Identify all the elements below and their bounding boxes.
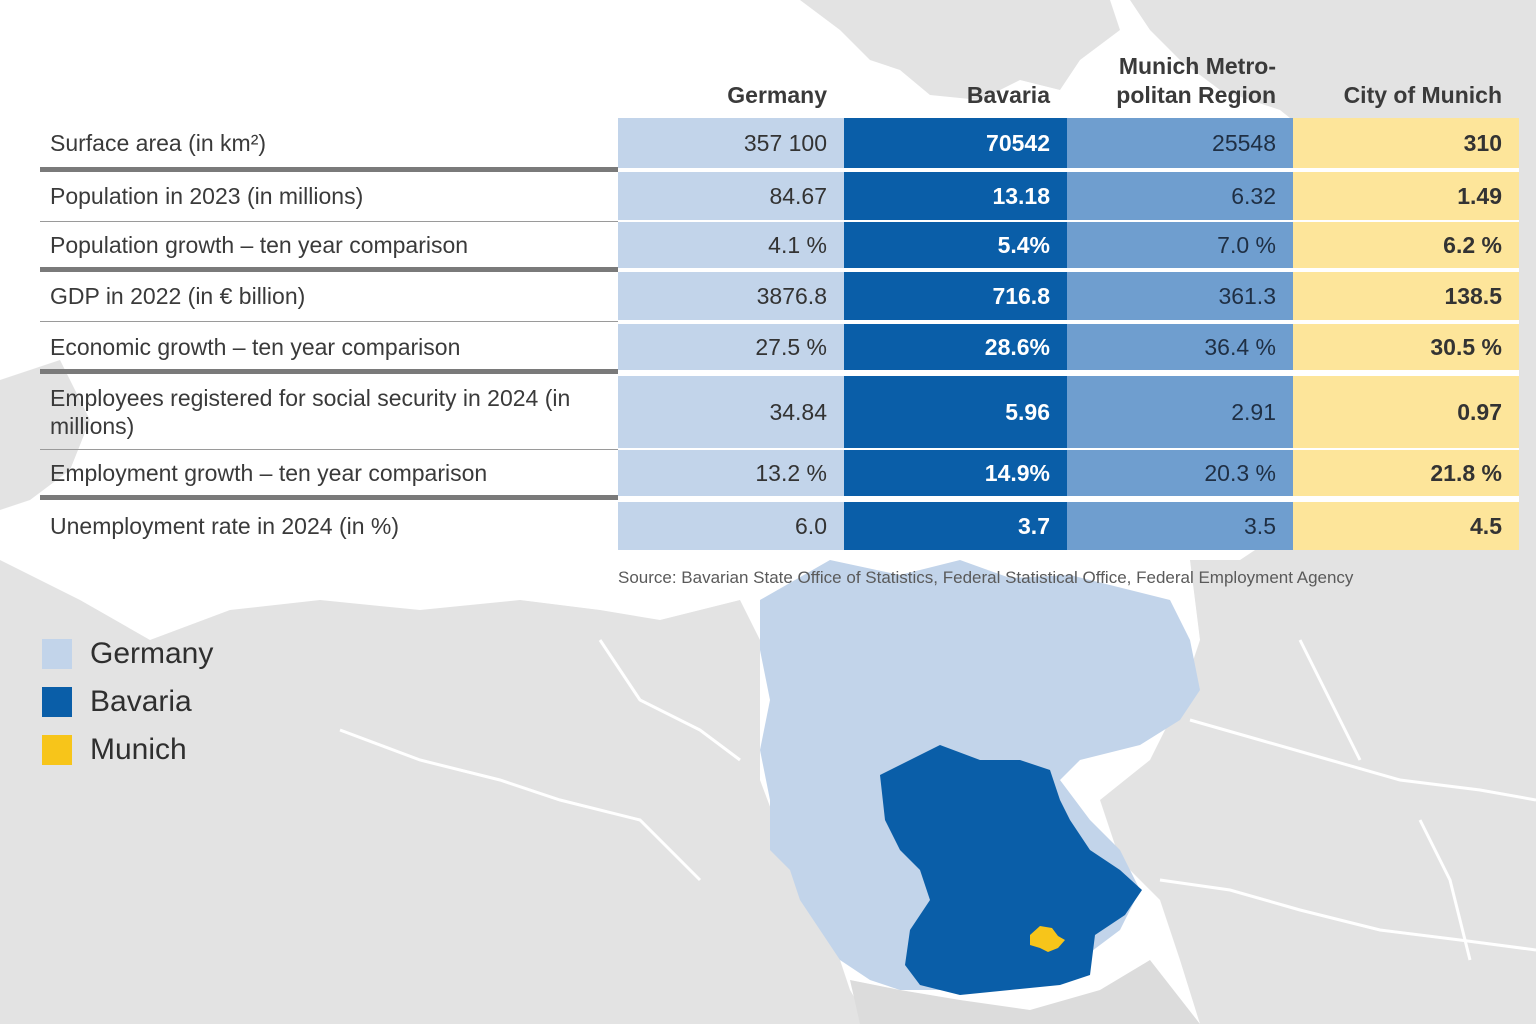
- land-scandinavia: [800, 0, 1120, 100]
- cell-metro-region: 3.5: [1067, 502, 1293, 550]
- land-south: [850, 960, 1200, 1024]
- cell-metro-region: 2.91: [1067, 376, 1293, 448]
- cell-germany: 3876.8: [618, 272, 844, 320]
- cell-germany: 6.0: [618, 502, 844, 550]
- row-label: Employees registered for social security…: [50, 385, 571, 439]
- row-gap: [618, 370, 1519, 376]
- row-separator: [40, 449, 618, 450]
- cell-city-of-munich: 0.97: [1293, 376, 1519, 448]
- row-separator: [40, 321, 618, 322]
- cell-city-of-munich: 6.2 %: [1293, 222, 1519, 268]
- cell-germany: 27.5 %: [618, 324, 844, 370]
- legend-item-munich: Munich: [42, 733, 187, 767]
- cell-city-of-munich: 21.8 %: [1293, 450, 1519, 496]
- row-label: Population in 2023 (in millions): [50, 183, 364, 209]
- cell-city-of-munich: 30.5 %: [1293, 324, 1519, 370]
- row-separator: [40, 369, 618, 374]
- row-separator: [40, 221, 618, 222]
- row-gap: [618, 448, 1519, 450]
- cell-bavaria: 716.8: [844, 272, 1067, 320]
- row-label: Unemployment rate in 2024 (in %): [50, 513, 399, 539]
- legend-item-germany: Germany: [42, 637, 213, 671]
- cell-metro-region: 25548: [1067, 118, 1293, 168]
- row-label: Population growth – ten year comparison: [50, 232, 469, 258]
- column-header-city-of-munich: City of Munich: [1343, 82, 1502, 108]
- row-separator: [40, 495, 618, 500]
- cell-metro-region: 20.3 %: [1067, 450, 1293, 496]
- cell-metro-region: 7.0 %: [1067, 222, 1293, 268]
- cell-metro-region: 6.32: [1067, 172, 1293, 220]
- cell-city-of-munich: 138.5: [1293, 272, 1519, 320]
- cell-germany: 4.1 %: [618, 222, 844, 268]
- row-gap: [618, 168, 1519, 172]
- cell-bavaria: 13.18: [844, 172, 1067, 220]
- row-gap: [618, 268, 1519, 272]
- row-gap: [618, 496, 1519, 502]
- cell-bavaria: 70542: [844, 118, 1067, 168]
- cell-germany: 84.67: [618, 172, 844, 220]
- cell-bavaria: 5.4%: [844, 222, 1067, 268]
- map-munich: [1030, 926, 1065, 952]
- cell-bavaria: 14.9%: [844, 450, 1067, 496]
- row-separator: [40, 167, 618, 172]
- row-gap: [618, 320, 1519, 324]
- row-separator: [40, 267, 618, 272]
- row-label: Economic growth – ten year comparison: [50, 334, 461, 360]
- row-gap: [618, 220, 1519, 222]
- row-label: Surface area (in km²): [50, 130, 267, 156]
- row-label: GDP in 2022 (in € billion): [50, 283, 306, 309]
- cell-bavaria: 3.7: [844, 502, 1067, 550]
- cell-city-of-munich: 4.5: [1293, 502, 1519, 550]
- cell-city-of-munich: 1.49: [1293, 172, 1519, 220]
- legend-swatch: [42, 735, 72, 765]
- cell-metro-region: 36.4 %: [1067, 324, 1293, 370]
- legend-swatch: [42, 639, 72, 669]
- legend-label: Bavaria: [90, 685, 192, 718]
- land-britain: [0, 360, 90, 510]
- column-header-metro-region: Munich Metro-politan Region: [1116, 53, 1276, 108]
- source-note: Source: Bavarian State Office of Statist…: [618, 568, 1354, 587]
- legend-label: Germany: [90, 637, 214, 670]
- cell-metro-region: 361.3: [1067, 272, 1293, 320]
- cell-germany: 34.84: [618, 376, 844, 448]
- legend-item-bavaria: Bavaria: [42, 685, 192, 719]
- legend-swatch: [42, 687, 72, 717]
- cell-germany: 13.2 %: [618, 450, 844, 496]
- cell-bavaria: 5.96: [844, 376, 1067, 448]
- legend-label: Munich: [90, 733, 187, 766]
- cell-city-of-munich: 310: [1293, 118, 1519, 168]
- land-west: [0, 560, 870, 1024]
- map-bavaria: [880, 745, 1142, 995]
- column-header-bavaria: Bavaria: [966, 82, 1050, 108]
- cell-germany: 357 100: [618, 118, 844, 168]
- column-header-germany: Germany: [727, 82, 827, 108]
- cell-bavaria: 28.6%: [844, 324, 1067, 370]
- row-label: Employment growth – ten year comparison: [50, 460, 488, 486]
